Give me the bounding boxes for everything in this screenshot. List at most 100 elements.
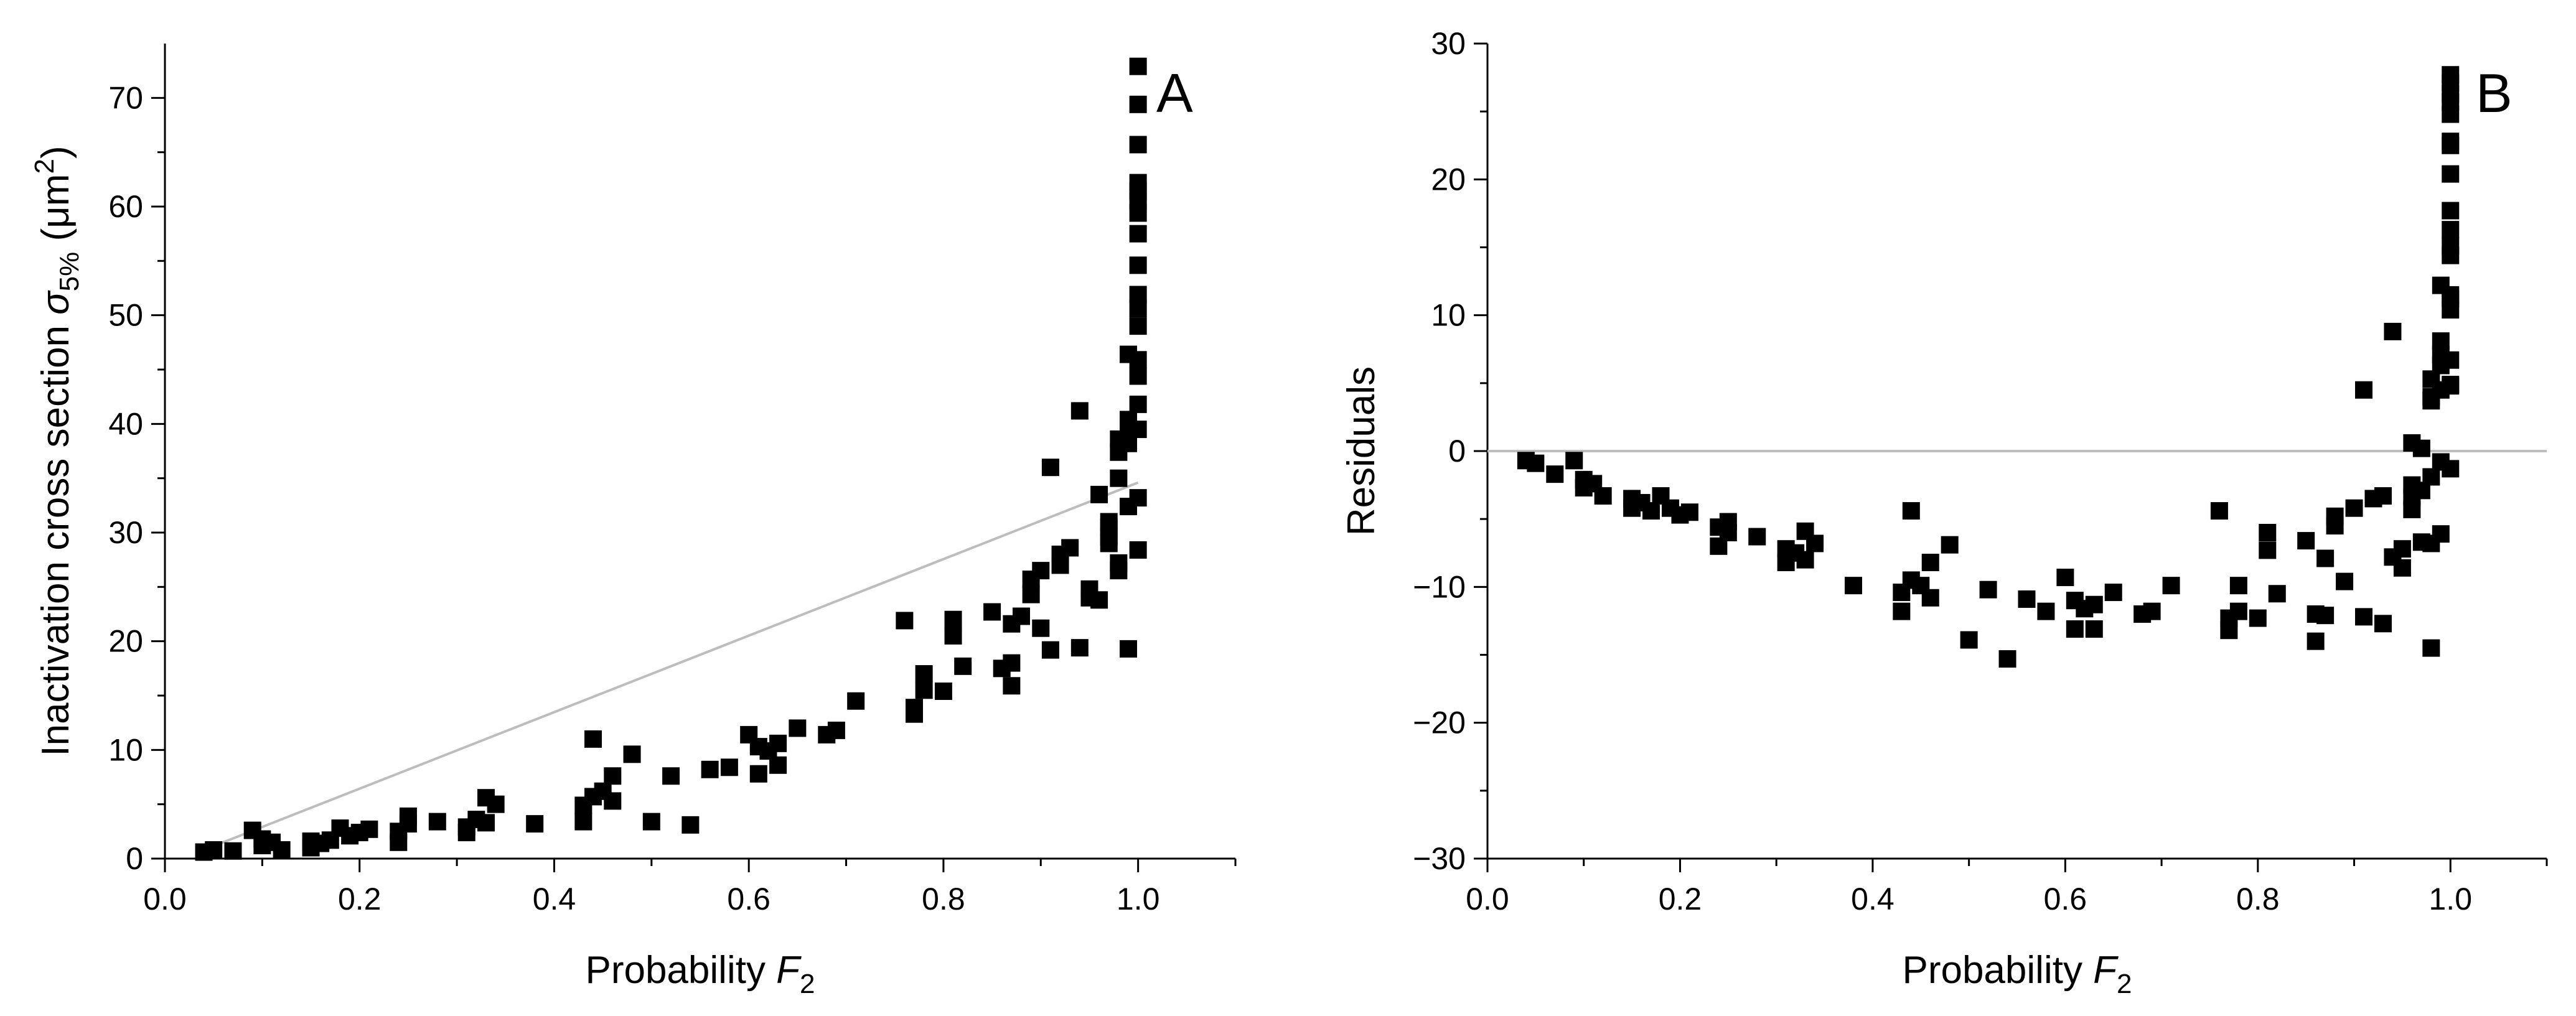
data-point bbox=[1090, 591, 1108, 609]
x-tick-label: 0.0 bbox=[143, 882, 187, 916]
y-tick-label: 0 bbox=[1448, 434, 1466, 468]
data-point bbox=[390, 833, 408, 851]
data-point bbox=[1100, 534, 1118, 552]
data-point bbox=[1129, 367, 1147, 385]
data-point bbox=[1041, 459, 1059, 477]
data-point bbox=[1979, 580, 1997, 599]
data-point bbox=[2249, 609, 2267, 627]
data-point bbox=[681, 816, 700, 834]
data-point bbox=[2442, 460, 2460, 478]
data-point bbox=[2143, 602, 2161, 620]
data-point bbox=[2442, 221, 2460, 239]
data-point bbox=[1921, 589, 1939, 607]
data-point bbox=[1941, 536, 1959, 554]
data-point bbox=[1719, 524, 1737, 541]
data-point bbox=[1642, 502, 1660, 520]
panel-b: 0.0 0.2 0.4 0.6 0.8 1.0 −30 −20 −10 0 10 20 30 Probab… bbox=[1340, 26, 2548, 999]
data-point bbox=[701, 760, 719, 778]
data-point bbox=[2432, 332, 2450, 350]
data-point bbox=[1806, 534, 1824, 552]
data-point bbox=[1921, 554, 1939, 572]
y-tick-label: 30 bbox=[1431, 26, 1466, 61]
data-point bbox=[1041, 641, 1059, 659]
data-point bbox=[1090, 485, 1108, 503]
y-tick-label: 0 bbox=[126, 841, 143, 876]
data-point bbox=[2442, 351, 2460, 369]
data-point bbox=[1013, 607, 1030, 625]
x-tick-label: 0.2 bbox=[338, 882, 382, 916]
data-point bbox=[2220, 622, 2238, 640]
data-point bbox=[896, 612, 914, 630]
data-point bbox=[224, 842, 242, 860]
x-tick-label: 1.0 bbox=[2429, 882, 2473, 916]
data-point bbox=[2393, 559, 2411, 577]
data-point bbox=[623, 745, 641, 763]
data-point bbox=[1594, 487, 1612, 505]
data-point bbox=[769, 756, 787, 774]
data-point bbox=[1129, 57, 1147, 75]
data-point bbox=[2345, 499, 2363, 517]
data-point bbox=[2412, 439, 2430, 457]
data-point bbox=[2162, 577, 2180, 595]
data-point bbox=[2442, 133, 2460, 151]
x-axis-title: Probability F2 bbox=[1902, 949, 2132, 999]
data-point bbox=[749, 765, 767, 783]
data-point bbox=[1129, 174, 1147, 192]
data-point bbox=[1070, 639, 1089, 657]
data-point bbox=[2259, 541, 2277, 559]
data-point bbox=[2442, 290, 2460, 308]
data-point bbox=[1070, 402, 1089, 420]
data-point bbox=[983, 603, 1001, 621]
data-point bbox=[1003, 654, 1021, 672]
data-point bbox=[1129, 286, 1147, 304]
y-axis-title: Inactivation cross section σ5% (μm2) bbox=[29, 146, 85, 756]
data-point bbox=[2316, 607, 2335, 625]
data-point bbox=[2307, 632, 2325, 650]
data-point bbox=[1110, 554, 1128, 572]
data-point bbox=[1680, 503, 1698, 521]
data-point bbox=[2104, 584, 2122, 602]
y-tick-label: 10 bbox=[1431, 298, 1466, 333]
panel-a: 0.0 0.2 0.4 0.6 0.8 1.0 0 10 20 30 40 50 60 70 Probabi… bbox=[29, 44, 1237, 999]
data-point bbox=[944, 610, 962, 628]
x-tick-label: 0.4 bbox=[1851, 882, 1895, 916]
data-point bbox=[1110, 469, 1128, 487]
panel-label: B bbox=[2476, 62, 2513, 124]
data-point bbox=[477, 814, 495, 832]
data-point bbox=[662, 767, 680, 785]
y-tick-label: 50 bbox=[108, 298, 143, 333]
data-point bbox=[827, 721, 845, 739]
data-point bbox=[934, 683, 952, 701]
data-point bbox=[1129, 256, 1147, 274]
data-point bbox=[1748, 528, 1766, 546]
data-point bbox=[273, 841, 291, 859]
data-point bbox=[2432, 525, 2450, 543]
x-tick-label: 0.4 bbox=[533, 882, 576, 916]
y-tick-label: 30 bbox=[108, 515, 143, 550]
data-point bbox=[1546, 465, 1564, 483]
data-point bbox=[2085, 595, 2103, 613]
y-axis-title: Residuals bbox=[1340, 366, 1383, 536]
data-point bbox=[2085, 620, 2103, 638]
data-point bbox=[1129, 541, 1147, 559]
data-point bbox=[944, 627, 962, 645]
x-tick-label: 0.6 bbox=[2044, 882, 2087, 916]
y-tick-label: 60 bbox=[108, 189, 143, 224]
data-point bbox=[2442, 376, 2460, 394]
data-point bbox=[1902, 502, 1920, 520]
data-point bbox=[2403, 500, 2421, 518]
data-point bbox=[1100, 513, 1118, 531]
data-point bbox=[2316, 549, 2335, 567]
data-point bbox=[1051, 556, 1069, 574]
x-tick-label: 0.8 bbox=[2236, 882, 2280, 916]
y-tick-label: 20 bbox=[108, 624, 143, 659]
data-point bbox=[1129, 351, 1147, 369]
data-point bbox=[2018, 590, 2036, 608]
data-point bbox=[2066, 620, 2084, 638]
data-point bbox=[1129, 395, 1147, 413]
data-point bbox=[1129, 421, 1147, 439]
data-point bbox=[2336, 572, 2354, 590]
data-point bbox=[2297, 532, 2315, 550]
data-point bbox=[2268, 585, 2286, 603]
